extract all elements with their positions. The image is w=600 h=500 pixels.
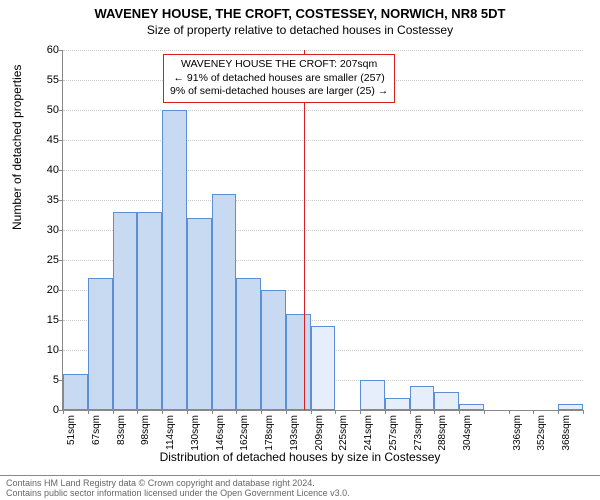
x-tick-mark	[558, 410, 559, 414]
chart-area: 05101520253035404550556051sqm67sqm83sqm9…	[62, 50, 582, 410]
histogram-bar	[88, 278, 113, 410]
x-tick-mark	[311, 410, 312, 414]
x-tick-mark	[187, 410, 188, 414]
annotation-line-3: 9% of semi-detached houses are larger (2…	[170, 85, 388, 99]
x-tick-mark	[509, 410, 510, 414]
x-tick-mark	[88, 410, 89, 414]
footer-line-1: Contains HM Land Registry data © Crown c…	[6, 478, 594, 488]
plot-area: 05101520253035404550556051sqm67sqm83sqm9…	[62, 50, 583, 411]
y-tick-label: 20	[35, 284, 59, 296]
x-tick-mark	[533, 410, 534, 414]
y-tick-label: 55	[35, 74, 59, 86]
x-tick-mark	[360, 410, 361, 414]
histogram-bar	[385, 398, 410, 410]
x-tick-mark	[212, 410, 213, 414]
x-axis-label: Distribution of detached houses by size …	[0, 450, 600, 464]
y-tick-label: 35	[35, 194, 59, 206]
x-tick-mark	[459, 410, 460, 414]
grid-line	[63, 110, 583, 111]
histogram-bar	[410, 386, 435, 410]
chart-container: WAVENEY HOUSE, THE CROFT, COSTESSEY, NOR…	[0, 0, 600, 500]
x-tick-mark	[335, 410, 336, 414]
y-tick-mark	[59, 140, 63, 141]
y-tick-mark	[59, 230, 63, 231]
x-tick-mark	[261, 410, 262, 414]
y-tick-mark	[59, 260, 63, 261]
x-tick-mark	[162, 410, 163, 414]
x-tick-mark	[63, 410, 64, 414]
histogram-bar	[434, 392, 459, 410]
histogram-bar	[360, 380, 385, 410]
histogram-bar	[311, 326, 336, 410]
y-tick-mark	[59, 320, 63, 321]
chart-title: WAVENEY HOUSE, THE CROFT, COSTESSEY, NOR…	[0, 0, 600, 21]
y-tick-mark	[59, 110, 63, 111]
y-tick-label: 60	[35, 44, 59, 56]
histogram-bar	[212, 194, 237, 410]
x-tick-mark	[286, 410, 287, 414]
histogram-bar	[162, 110, 187, 410]
y-tick-mark	[59, 350, 63, 351]
footer-line-2: Contains public sector information licen…	[6, 488, 594, 498]
grid-line	[63, 50, 583, 51]
y-tick-label: 15	[35, 314, 59, 326]
x-tick-mark	[583, 410, 584, 414]
x-tick-mark	[137, 410, 138, 414]
y-tick-label: 30	[35, 224, 59, 236]
annotation-line-1: WAVENEY HOUSE THE CROFT: 207sqm	[170, 58, 388, 72]
y-tick-label: 10	[35, 344, 59, 356]
histogram-bar	[63, 374, 88, 410]
y-tick-label: 0	[35, 404, 59, 416]
annotation-line	[304, 50, 305, 410]
annotation-line-2: ← 91% of detached houses are smaller (25…	[170, 72, 388, 86]
histogram-bar	[459, 404, 484, 410]
x-tick-mark	[434, 410, 435, 414]
histogram-bar	[137, 212, 162, 410]
y-tick-mark	[59, 80, 63, 81]
y-tick-mark	[59, 50, 63, 51]
x-tick-mark	[410, 410, 411, 414]
chart-subtitle: Size of property relative to detached ho…	[0, 21, 600, 37]
x-tick-mark	[236, 410, 237, 414]
grid-line	[63, 140, 583, 141]
x-tick-mark	[385, 410, 386, 414]
y-tick-label: 40	[35, 164, 59, 176]
histogram-bar	[261, 290, 286, 410]
y-tick-label: 45	[35, 134, 59, 146]
histogram-bar	[558, 404, 583, 410]
histogram-bar	[187, 218, 212, 410]
y-tick-label: 5	[35, 374, 59, 386]
y-tick-label: 25	[35, 254, 59, 266]
histogram-bar	[113, 212, 138, 410]
annotation-box: WAVENEY HOUSE THE CROFT: 207sqm← 91% of …	[163, 54, 395, 103]
histogram-bar	[286, 314, 311, 410]
y-tick-mark	[59, 290, 63, 291]
histogram-bar	[236, 278, 261, 410]
x-tick-mark	[113, 410, 114, 414]
grid-line	[63, 170, 583, 171]
y-tick-mark	[59, 200, 63, 201]
y-axis-label: Number of detached properties	[10, 65, 24, 230]
footer: Contains HM Land Registry data © Crown c…	[0, 475, 600, 498]
y-tick-mark	[59, 170, 63, 171]
y-tick-label: 50	[35, 104, 59, 116]
grid-line	[63, 200, 583, 201]
x-tick-mark	[484, 410, 485, 414]
